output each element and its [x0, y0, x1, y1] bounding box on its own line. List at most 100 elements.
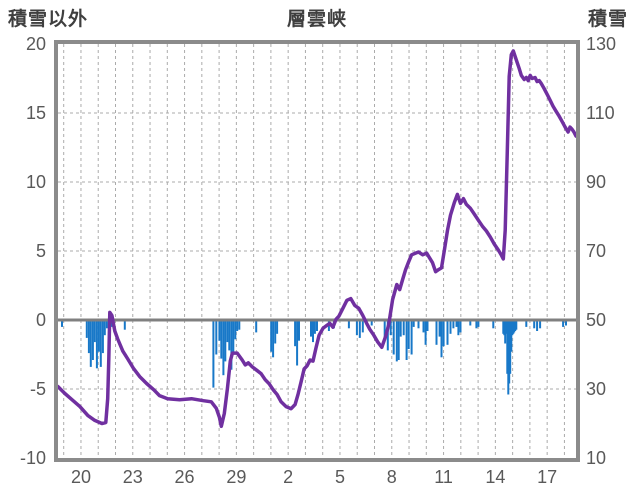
snowfall-bar [410, 320, 413, 355]
x-tick-label: 5 [334, 467, 345, 487]
snowfall-bar [236, 320, 239, 331]
snowfall-bar [442, 320, 445, 347]
snowfall-bar [238, 320, 241, 330]
snowfall-bar [230, 320, 233, 370]
snowfall-bar [93, 320, 96, 343]
snowfall-bar [61, 320, 63, 327]
snowfall-bar [358, 320, 361, 338]
snowfall-bar [294, 320, 297, 347]
right-axis-title: 積雪 [587, 9, 628, 30]
chart-title: 層雲峡 [286, 9, 347, 30]
snowfall-bar [422, 320, 425, 333]
x-tick-label: 2 [283, 467, 294, 487]
snowfall-bar [270, 320, 273, 352]
snowfall-bar [405, 320, 408, 360]
snowfall-bar [510, 320, 513, 352]
left-axis-title: 積雪以外 [8, 9, 89, 30]
snowfall-bar [565, 320, 567, 326]
snowfall-bar [469, 320, 472, 326]
snowfall-bar [475, 320, 478, 329]
snowfall-bar [255, 320, 258, 333]
right-tick-label: 30 [586, 379, 607, 399]
snowfall-bar [459, 320, 462, 333]
snowfall-bar [312, 320, 314, 343]
plot-area [58, 44, 576, 458]
right-tick-label: 90 [586, 172, 607, 192]
snowfall-bar [455, 320, 458, 327]
snowfall-bar [562, 320, 565, 327]
snowfall-bar [85, 320, 88, 338]
left-tick-label: 0 [35, 310, 46, 330]
snowfall-bar [440, 320, 443, 358]
snowfall-bar [533, 320, 536, 329]
snowfall-bar [97, 320, 100, 352]
snowfall-bar [424, 320, 427, 345]
snowfall-bar [397, 320, 400, 360]
snowfall-bar [392, 320, 395, 355]
x-tick-label: 23 [122, 467, 143, 487]
snowfall-bar [105, 320, 108, 329]
left-tick-label: 20 [25, 34, 46, 54]
x-tick-label: 17 [537, 467, 558, 487]
snowfall-bar [426, 320, 429, 331]
snowfall-bar [449, 320, 452, 334]
snowfall-bar [361, 320, 364, 333]
snowfall-bar [477, 320, 480, 327]
snowfall-bar [123, 320, 126, 330]
snowfall-bar [515, 320, 518, 330]
right-tick-label: 130 [586, 34, 617, 54]
right-tick-label: 50 [586, 310, 607, 330]
snowfall-bar [412, 320, 415, 327]
snowfall-bar [276, 320, 279, 334]
x-tick-label: 20 [70, 467, 91, 487]
snowfall-bar [514, 320, 517, 331]
snowfall-bar [91, 320, 94, 360]
snowfall-bar [220, 320, 223, 359]
x-tick-label: 26 [174, 467, 195, 487]
horizontal-gridlines [58, 112, 576, 390]
snowfall-bar [399, 320, 402, 337]
right-tick-label: 110 [586, 103, 615, 123]
snowfall-bar [386, 320, 389, 351]
snowfall-bar [87, 320, 90, 354]
snowfall-bar [402, 320, 405, 336]
snowfall-bar [355, 320, 358, 336]
x-tick-label: 8 [386, 467, 397, 487]
left-tick-label: -5 [29, 379, 46, 399]
snowfall-bar [536, 320, 539, 331]
right-tick-label: 10 [586, 448, 607, 468]
snowfall-bar [234, 320, 237, 340]
left-tick-label: 5 [35, 241, 46, 261]
snowfall-bar [316, 320, 318, 331]
snowfall-bar [452, 320, 455, 329]
snowfall-bar [222, 320, 225, 376]
snowfall-bar [274, 320, 277, 344]
snowfall-bar [298, 320, 300, 341]
snowfall-bar [539, 320, 542, 329]
snowfall-bar [103, 320, 106, 336]
left-tick-label: 15 [25, 103, 46, 123]
snowfall-bar [215, 320, 218, 355]
right-tick-label: 70 [586, 241, 607, 261]
snowfall-bar [347, 320, 350, 329]
snowfall-bar [99, 320, 102, 367]
snowfall-bar [296, 320, 299, 366]
snowfall-bar [383, 320, 386, 338]
snowfall-bar [370, 320, 373, 326]
snowfall-bar [389, 320, 392, 336]
snowfall-bar [438, 320, 441, 337]
snowfall-bar [272, 320, 275, 358]
left-tick-label: -10 [19, 448, 46, 468]
snowfall-bar [446, 320, 449, 345]
snowfall-bar [228, 320, 231, 351]
snowfall-bar [313, 320, 316, 334]
x-tick-label: 11 [434, 467, 453, 487]
snowfall-bar [232, 320, 235, 354]
x-tick-label: 14 [485, 467, 506, 487]
snowfall-bar [95, 320, 98, 369]
snowfall-bar [505, 320, 508, 334]
snowfall-bar [492, 320, 495, 329]
snow-depth-line [58, 49, 576, 429]
x-tick-label: 29 [226, 467, 247, 487]
